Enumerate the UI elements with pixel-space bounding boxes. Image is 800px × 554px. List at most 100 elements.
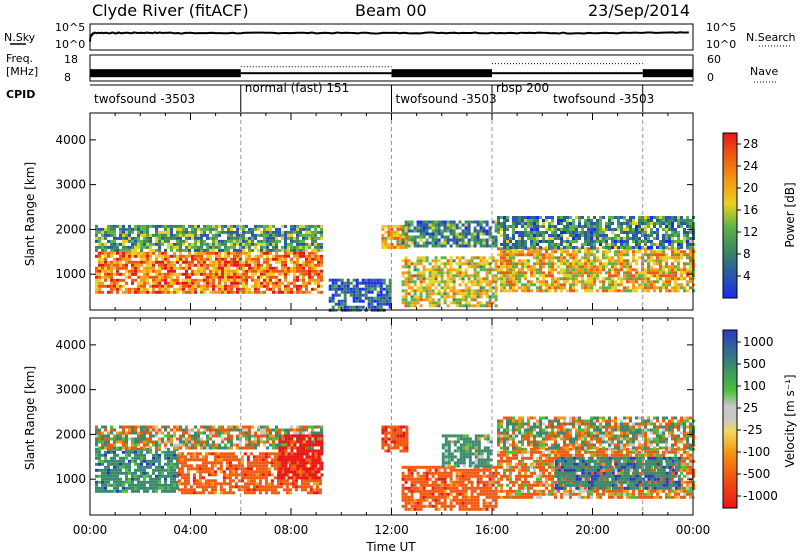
heatmap-cell (446, 229, 450, 233)
heatmap-cell (237, 473, 241, 477)
heatmap-cell (95, 278, 98, 282)
heatmap-cell (255, 470, 259, 474)
heatmap-cell (590, 274, 593, 278)
heatmap-cell (404, 304, 408, 308)
heatmap-cell (381, 242, 385, 246)
heatmap-cell (143, 453, 146, 457)
heatmap-cell (623, 289, 626, 293)
heatmap-cell (632, 250, 635, 254)
heatmap-cell (261, 461, 265, 465)
heatmap-cell (285, 488, 289, 492)
heatmap-cell (209, 260, 212, 264)
heatmap-cell (311, 287, 314, 291)
heatmap-cell (212, 446, 215, 450)
heatmap-cell (224, 254, 227, 258)
heatmap-cell (503, 243, 506, 246)
heatmap-cell (521, 225, 524, 228)
heatmap-cell (218, 425, 221, 429)
heatmap-cell (527, 283, 530, 287)
heatmap-cell (308, 269, 311, 273)
heatmap-cell (209, 434, 212, 438)
heatmap-cell (560, 268, 563, 272)
heatmap-cell (311, 233, 314, 237)
heatmap-cell (122, 272, 125, 276)
heatmap-cell (419, 259, 423, 263)
heatmap-cell (284, 272, 287, 276)
heatmap-cell (236, 446, 239, 450)
heatmap-cell (566, 240, 569, 243)
heatmap-cell (215, 431, 218, 435)
heatmap-cell (464, 304, 468, 308)
heatmap-cell (95, 440, 98, 444)
heatmap-cell (644, 277, 647, 281)
heatmap-cell (467, 220, 471, 224)
heatmap-cell (379, 284, 383, 288)
heatmap-cell (209, 284, 212, 288)
heatmap-cell (143, 242, 146, 246)
heatmap-cell (191, 278, 194, 282)
heatmap-cell (563, 231, 566, 234)
heatmap-cell (176, 287, 179, 291)
heatmap-cell (584, 237, 587, 240)
heatmap-cell (653, 286, 656, 290)
heatmap-cell (272, 239, 275, 243)
heatmap-cell (467, 238, 471, 242)
heatmap-cell (110, 462, 113, 466)
heatmap-cell (431, 238, 435, 242)
heatmap-cell (176, 242, 179, 246)
heatmap-cell (200, 425, 203, 429)
heatmap-cell (539, 256, 542, 260)
heatmap-cell (605, 222, 608, 225)
heatmap-cell (164, 260, 167, 264)
heatmap-cell (122, 443, 125, 447)
heatmap-cell (107, 434, 110, 438)
heatmap-cell (683, 234, 686, 237)
heatmap-cell (176, 272, 179, 276)
heatmap-cell (275, 443, 278, 447)
heatmap-cell (629, 219, 632, 222)
heatmap-cell (563, 228, 566, 231)
heatmap-cell (128, 254, 131, 258)
heatmap-cell (641, 228, 644, 231)
heatmap-cell (210, 461, 214, 465)
heatmap-cell (224, 251, 227, 255)
heatmap-cell (257, 260, 260, 264)
heatmap-cell (113, 486, 116, 490)
heatmap-cell (125, 227, 128, 231)
heatmap-cell (257, 275, 260, 279)
heatmap-cell (302, 251, 305, 255)
heatmap-cell (503, 253, 506, 257)
heatmap-cell (206, 428, 209, 432)
heatmap-cell (467, 280, 471, 284)
heatmap-cell (355, 293, 359, 297)
heatmap-cell (137, 275, 140, 279)
heatmap-cell (248, 260, 251, 264)
heatmap-cell (110, 468, 113, 472)
heatmap-cell (458, 226, 462, 230)
heatmap-cell (419, 292, 423, 296)
heatmap-cell (539, 259, 542, 263)
heatmap-cell (128, 260, 131, 264)
heatmap-cell (257, 284, 260, 288)
heatmap-cell (113, 437, 116, 441)
heatmap-cell (650, 234, 653, 237)
heatmap-cell (653, 271, 656, 275)
heatmap-cell (272, 254, 275, 258)
heatmap-cell (234, 467, 238, 471)
heatmap-cell (482, 244, 486, 248)
heatmap-cell (173, 263, 176, 267)
heatmap-cell (533, 265, 536, 269)
heatmap-cell (464, 235, 468, 239)
heatmap-cell (263, 425, 266, 429)
heatmap-cell (668, 222, 671, 225)
heatmap-cell (476, 289, 480, 293)
heatmap-cell (293, 428, 296, 432)
heatmap-cell (236, 248, 239, 252)
heatmap-cell (125, 468, 128, 472)
heatmap-cell (650, 228, 653, 231)
heatmap-cell (302, 239, 305, 243)
heatmap-cell (554, 228, 557, 231)
heatmap-cell (473, 298, 477, 302)
heatmap-cell (186, 476, 190, 480)
heatmap-cell (593, 237, 596, 240)
